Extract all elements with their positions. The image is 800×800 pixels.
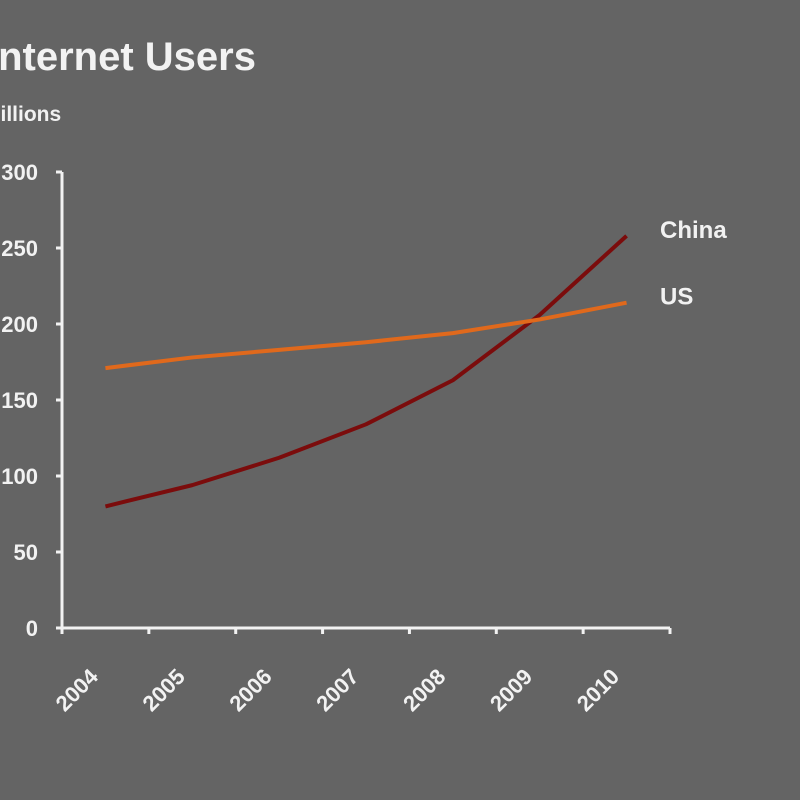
legend-label: US [660, 284, 693, 311]
x-tick-label: 2008 [398, 664, 450, 716]
y-tick-label: 150 [1, 388, 38, 413]
x-tick-label: 2005 [138, 664, 190, 716]
y-tick-label: 300 [1, 160, 38, 185]
y-tick-label: 250 [1, 236, 38, 261]
legend-label: China [660, 217, 727, 244]
y-axis-label: Millions [0, 103, 61, 126]
y-tick-label: 200 [1, 312, 38, 337]
x-tick-label: 2006 [224, 664, 276, 716]
data-line [104, 234, 628, 509]
x-tick-label: 2010 [572, 664, 624, 716]
y-tick-label: 50 [14, 540, 38, 565]
y-tick-label: 0 [26, 616, 38, 641]
data-line [105, 300, 627, 371]
y-tick-label: 100 [1, 464, 38, 489]
x-tick-label: 2004 [51, 663, 104, 716]
chart-title: Internet Users [0, 35, 256, 79]
x-tick-label: 2009 [485, 664, 537, 716]
x-tick-label: 2007 [311, 664, 363, 716]
